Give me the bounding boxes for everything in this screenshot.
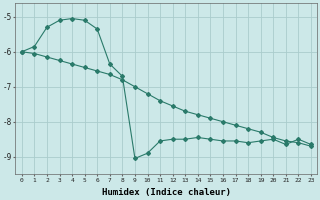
X-axis label: Humidex (Indice chaleur): Humidex (Indice chaleur) xyxy=(102,188,231,197)
